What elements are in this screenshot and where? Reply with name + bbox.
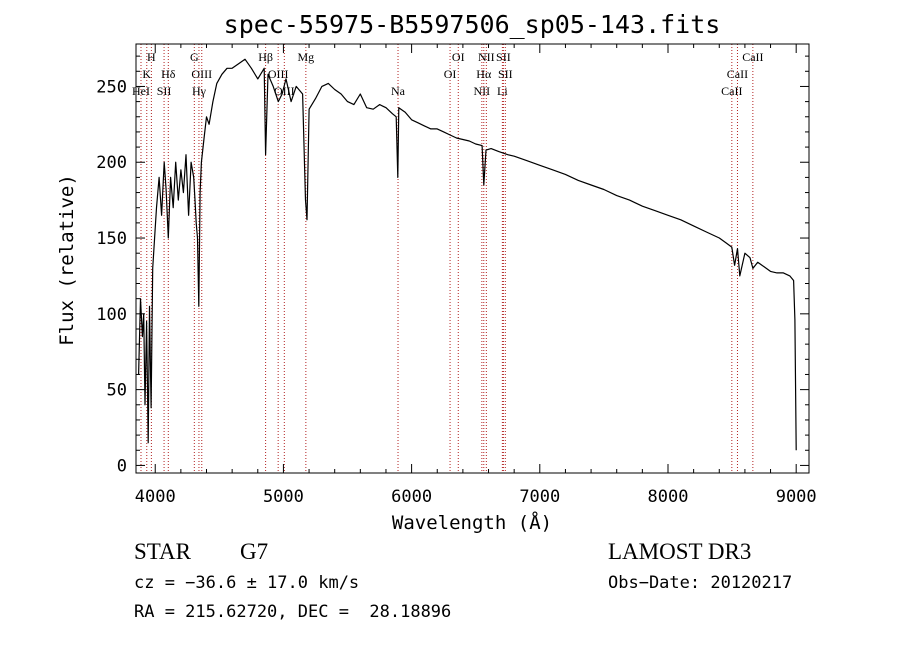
spectral-line-label: Li [497,84,508,98]
x-axis: 4000 5000 6000 7000 8000 9000 [135,44,817,507]
x-tick-label: 5000 [263,487,304,507]
x-tick-label: 6000 [391,487,432,507]
spectral-line-label: K [142,67,151,81]
y-tick-label: 200 [96,153,127,173]
spectral-subclass: G7 [240,539,269,564]
spectral-line-label: CaII [742,50,763,64]
y-tick-label: 150 [96,229,127,249]
spectral-line-label: CaII [721,84,742,98]
observation-date: Obs−Date: 20120217 [608,573,793,593]
spectral-line-label: Na [391,84,406,98]
plot-frame [135,43,810,474]
spectral-line-label: Hα [476,67,492,81]
spectral-line-label: Hγ [192,84,207,98]
chart-title: spec-55975-B5597506_sp05-143.fits [224,10,721,39]
y-tick-label: 0 [117,456,127,476]
spectral-line-label: Hδ [161,67,176,81]
spectral-line-label: H [147,50,156,64]
object-type: STAR [134,539,191,564]
x-tick-label: 8000 [648,487,689,507]
spectral-line-label: NII [474,84,491,98]
spectral-line-label: SII [498,67,513,81]
y-axis: 0 50 100 150 200 250 [96,55,809,476]
spectral-line-label: Hβ [258,50,273,64]
spectral-line-label: NII [478,50,495,64]
spectral-line-label: OI [444,67,457,81]
x-axis-label: Wavelength (Å) [392,511,552,534]
redshift-velocity: cz = −36.6 ± 17.0 km/s [134,573,360,593]
spectral-line-label: CaII [727,67,748,81]
spectral-line-label: SII [157,84,172,98]
spectral-line-label: SII [496,50,511,64]
spectral-line-markers [140,44,754,473]
x-tick-label: 9000 [776,487,817,507]
y-axis-label: Flux (relative) [56,174,78,346]
survey-name: LAMOST DR3 [608,539,752,564]
y-tick-label: 50 [107,381,127,401]
spectral-line-label: G [190,50,199,64]
x-tick-label: 4000 [135,487,176,507]
spectrum-series-line [138,58,797,451]
y-tick-label: 100 [96,305,127,325]
spectral-line-label: Mg [298,50,315,64]
y-tick-label: 250 [96,77,127,97]
spectral-line-label: OI [452,50,465,64]
spectral-line-label: OIII [191,67,212,81]
sky-coordinates: RA = 215.62720, DEC = 28.18896 [134,602,452,622]
x-tick-label: 7000 [519,487,560,507]
spectral-line-label: OIII [268,67,289,81]
